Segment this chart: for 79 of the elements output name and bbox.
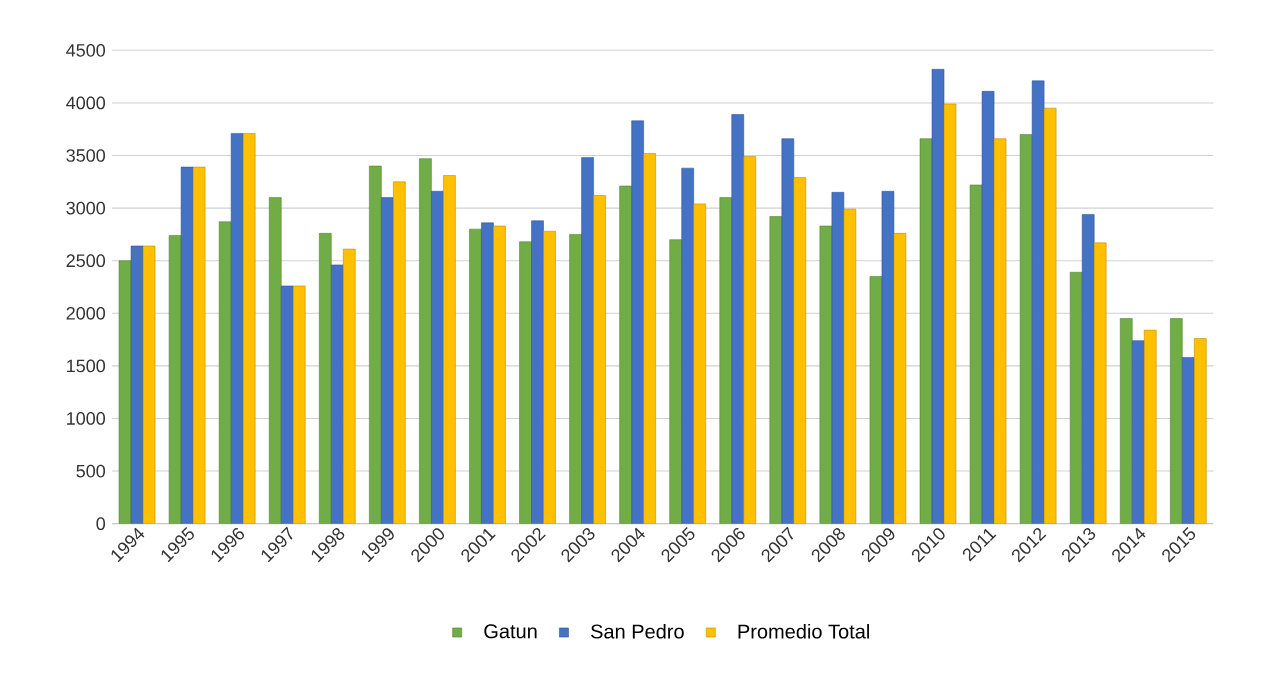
- bar: [593, 195, 606, 524]
- y-tick-label: 2000: [66, 306, 106, 320]
- bar: [331, 264, 344, 524]
- bar: [218, 221, 232, 524]
- bar: [431, 191, 444, 524]
- bar: [280, 285, 294, 524]
- y-tick-label: 2500: [66, 254, 106, 268]
- bar: [993, 138, 1007, 524]
- bar: [831, 192, 845, 524]
- bar: [1170, 318, 1183, 524]
- legend-label: Gatun: [484, 624, 537, 639]
- bar: [493, 225, 506, 524]
- bar: [369, 165, 382, 524]
- bar: [543, 230, 556, 524]
- y-tick-label: 4000: [66, 96, 106, 110]
- bar: [381, 197, 394, 524]
- bar: [242, 133, 256, 524]
- bar: [1031, 80, 1045, 524]
- bar: [743, 156, 757, 524]
- bar: [419, 158, 432, 524]
- bar: [893, 233, 907, 524]
- y-tick-label: 1000: [67, 412, 106, 425]
- bar: [1019, 134, 1033, 524]
- bar: [643, 153, 656, 524]
- y-tick-label: 1500: [67, 359, 106, 373]
- bar: [292, 285, 306, 524]
- bar: [669, 239, 682, 524]
- bar: [319, 233, 332, 524]
- bar: [481, 222, 494, 524]
- bar: [1093, 242, 1107, 524]
- legend-label: San Pedro: [591, 623, 684, 639]
- y-tick-label: 0: [96, 517, 106, 531]
- bar: [969, 184, 983, 524]
- bar: [393, 181, 406, 524]
- bar: [180, 166, 194, 524]
- bar: [469, 228, 482, 524]
- bar: [1131, 340, 1145, 524]
- y-tick-label: 500: [76, 464, 106, 478]
- bar: [1119, 318, 1133, 524]
- bar: [843, 208, 857, 524]
- bar: [693, 203, 706, 524]
- bar: [343, 248, 356, 524]
- y-tick-label: 3500: [66, 149, 106, 162]
- bar: [230, 133, 244, 524]
- bar: [681, 167, 694, 524]
- bar: [531, 220, 544, 524]
- bar: [519, 241, 532, 524]
- bar: [793, 177, 807, 524]
- bar: [719, 197, 733, 524]
- bar: [781, 138, 795, 524]
- bar: [619, 185, 632, 524]
- bar: [919, 138, 933, 524]
- bar: [268, 197, 282, 524]
- bar: [130, 245, 144, 524]
- y-tick-label: 4500: [66, 43, 106, 57]
- bar: [1182, 357, 1195, 524]
- bar: [1081, 214, 1095, 524]
- bar: [769, 216, 783, 524]
- y-tick-label: 3000: [66, 201, 106, 215]
- bar: [869, 276, 883, 524]
- bar: [118, 260, 132, 524]
- bar: [168, 235, 182, 524]
- bar: [981, 91, 995, 524]
- bar: [443, 175, 456, 524]
- bar: [943, 103, 957, 524]
- bar: [881, 191, 895, 524]
- bar: [192, 166, 206, 524]
- legend-label: Promedio Total: [738, 623, 869, 639]
- bar: [931, 68, 945, 524]
- bar: [1069, 271, 1083, 524]
- bar: [142, 245, 156, 524]
- bar: [731, 114, 745, 524]
- bar: [819, 225, 833, 524]
- bar: [631, 120, 644, 524]
- bar: [1143, 329, 1157, 524]
- bar: [1043, 107, 1057, 524]
- bar: [1194, 338, 1207, 524]
- bar: [581, 157, 594, 524]
- bar: [569, 234, 582, 524]
